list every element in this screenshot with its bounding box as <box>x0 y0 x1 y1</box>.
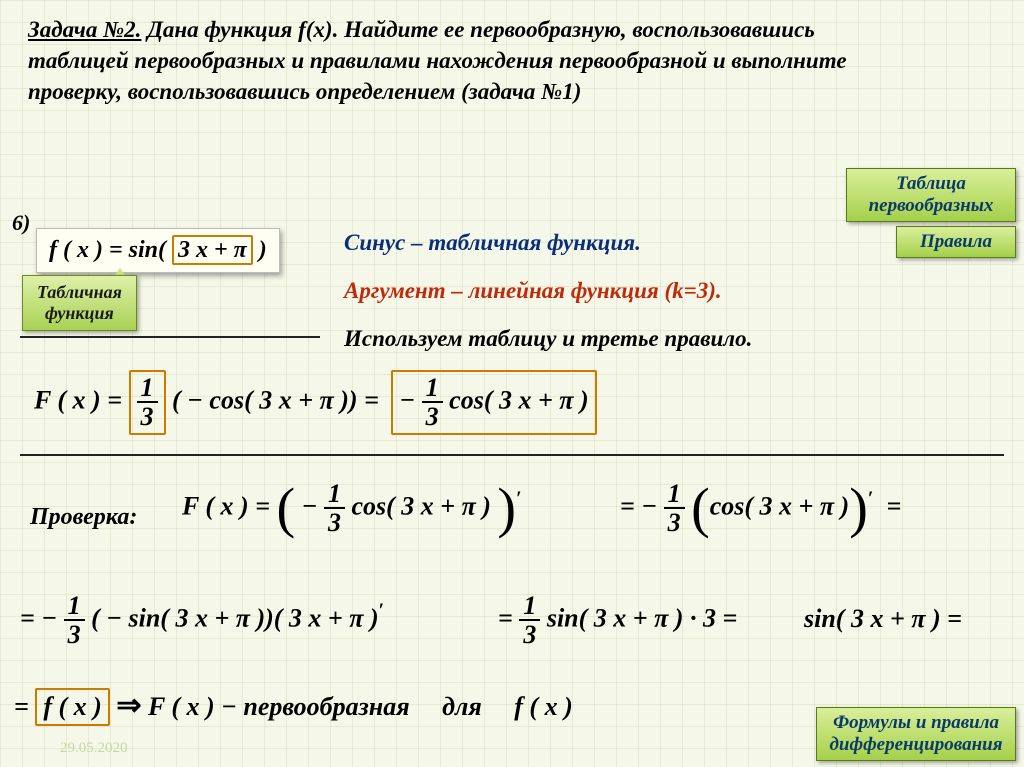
callout-line1: Табличная <box>37 282 122 302</box>
antiderivative-expression: F ( x ) = 1 3 ( − cos( 3 x + π )) = − 1 … <box>34 370 597 435</box>
task-number: Задача №2. <box>28 17 141 42</box>
function-box: f ( x ) = sin( 3 x + π ) <box>36 228 280 273</box>
check-num: 1 <box>324 480 345 507</box>
divider-long <box>20 454 1004 456</box>
prime1: ′ <box>516 488 522 510</box>
implies-arrow-icon: ⇒ <box>116 689 141 722</box>
eq3-den: 3 <box>64 619 85 648</box>
prime3: ′ <box>379 600 385 622</box>
callout-line2: функция <box>45 303 114 323</box>
eq3b-tail: sin( 3 x + π ) · 3 = <box>547 603 737 632</box>
check-label: Проверка: <box>30 504 137 531</box>
check-den: 3 <box>324 507 345 536</box>
check-lead: F ( x ) = <box>182 491 270 520</box>
problem-header: Задача №2. Дана функция f(x). Найдите ее… <box>0 0 870 115</box>
final-for: для <box>442 692 482 721</box>
Fx-lead: F ( x ) = <box>34 385 122 414</box>
final-lead: = <box>14 692 29 721</box>
boxed-tail: cos( 3 x + π ) <box>449 385 588 414</box>
check-expr-part1: F ( x ) = ( − 1 3 cos( 3 x + π ) )′ <box>182 480 522 537</box>
check-tail: cos( 3 x + π ) <box>351 491 490 520</box>
final-F: F ( x ) − первообразная <box>148 692 410 721</box>
boxed-num: 1 <box>422 374 443 401</box>
check-expr-part2: = − 1 3 (cos( 3 x + π ))′ = <box>620 480 901 537</box>
differentiation-formulas-button[interactable]: Формулы и правила дифференцирования <box>816 707 1016 761</box>
date-stamp: 29.05.2020 <box>60 740 128 757</box>
final-fx-box: f ( x ) <box>35 688 109 726</box>
eq3-num: 1 <box>64 592 85 619</box>
note-argument-linear: Аргумент – линейная функция (k=3). <box>344 278 722 304</box>
table-function-callout: Табличная функция <box>22 275 137 331</box>
table-of-antiderivatives-button[interactable]: Таблица первообразных <box>846 168 1016 222</box>
eq3c: sin( 3 x + π ) = <box>804 604 962 633</box>
divider-small <box>20 336 320 338</box>
check-expr-line3b: = 1 3 sin( 3 x + π ) · 3 = <box>498 592 737 649</box>
boxed-minus: − <box>399 385 415 414</box>
eq2-den: 3 <box>664 507 685 536</box>
check-expr-line3a: = − 1 3 ( − sin( 3 x + π ))( 3 x + π )′ <box>20 592 384 649</box>
eq2-num: 1 <box>664 480 685 507</box>
frac1-num: 1 <box>137 374 158 401</box>
note-use-table-rule3: Используем таблицу и третье правило. <box>344 326 752 352</box>
prime2: ′ <box>868 488 874 510</box>
problem-item-number: 6) <box>12 210 30 236</box>
fx-argument-highlight: 3 x + π <box>172 235 253 265</box>
frac1-den: 3 <box>137 401 158 430</box>
task-body: Дана функция f(x). Найдите ее первообраз… <box>28 17 847 104</box>
note-sine-table: Синус – табличная функция. <box>344 230 641 256</box>
final-fxx: f ( x ) <box>514 692 572 721</box>
eq2-lead: = − <box>620 491 657 520</box>
rules-button[interactable]: Правила <box>896 226 1016 258</box>
check-expr-line3c: sin( 3 x + π ) = <box>804 604 962 634</box>
boxed-den: 3 <box>422 401 443 430</box>
check-conclusion: = f ( x ) ⇒ F ( x ) − первообразная для … <box>14 688 573 726</box>
check-minus: − <box>302 491 318 520</box>
eq3b-num: 1 <box>519 592 540 619</box>
eq3b-eq: = <box>498 603 513 632</box>
fx-left: f ( x ) = sin( <box>49 237 166 263</box>
eq3b-den: 3 <box>519 619 540 648</box>
fx-right: ) <box>259 237 267 263</box>
Fx-mid: ( − cos( 3 x + π )) = <box>172 385 379 414</box>
eq2-tail: cos( 3 x + π ) <box>710 491 849 520</box>
eq3-lead: = − <box>20 603 57 632</box>
eq3-mid: ( − sin( 3 x + π ))( 3 x + π ) <box>91 603 379 632</box>
